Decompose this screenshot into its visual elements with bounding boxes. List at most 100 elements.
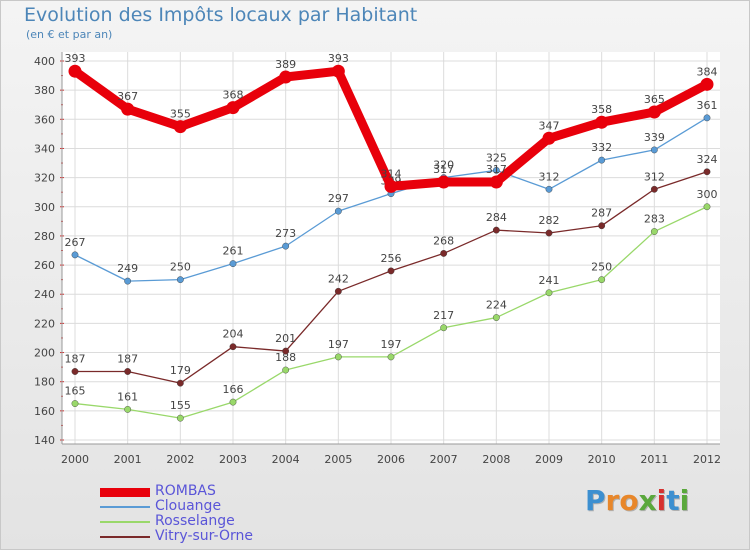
data-label: 358	[591, 103, 612, 116]
data-point	[229, 343, 237, 351]
data-point	[334, 353, 342, 361]
logo-letter: x	[638, 484, 657, 517]
logo-letter: o	[619, 484, 639, 517]
data-point	[545, 229, 553, 237]
y-tick-label: 260	[34, 259, 55, 272]
data-label: 300	[697, 188, 718, 201]
data-label: 161	[117, 390, 138, 403]
data-point	[647, 105, 661, 119]
data-point	[226, 101, 240, 115]
data-label: 355	[170, 108, 191, 121]
data-point	[124, 368, 132, 375]
legend-swatch	[100, 521, 150, 523]
data-point	[384, 179, 398, 193]
legend-label: Rosselange	[155, 513, 235, 529]
y-tick-label: 240	[34, 288, 55, 301]
x-tick-label: 2009	[535, 453, 563, 466]
data-label: 384	[697, 65, 718, 78]
data-point	[545, 185, 553, 193]
logo-letter: i	[656, 484, 667, 517]
data-label: 287	[591, 207, 612, 220]
y-tick-label: 300	[34, 201, 55, 214]
data-label: 250	[170, 261, 191, 274]
data-point	[124, 277, 132, 285]
data-point	[229, 260, 237, 268]
data-label: 224	[486, 299, 507, 312]
data-label: 204	[223, 328, 244, 341]
proxiti-logo: Proxiti	[585, 484, 689, 517]
y-tick-label: 380	[34, 84, 55, 97]
data-label: 347	[539, 119, 560, 132]
data-point	[279, 70, 293, 84]
y-tick-label: 140	[34, 434, 55, 447]
data-label: 284	[486, 211, 507, 224]
data-point	[595, 115, 609, 129]
chart-subtitle: (en € et par an)	[26, 28, 113, 41]
data-label: 187	[65, 352, 86, 365]
data-point	[176, 414, 184, 422]
x-tick-label: 2008	[482, 453, 510, 466]
data-label: 165	[65, 385, 86, 398]
data-point	[387, 267, 395, 275]
x-tick-label: 2000	[61, 453, 89, 466]
data-point	[440, 324, 448, 332]
data-point	[598, 156, 606, 164]
data-point	[650, 228, 658, 235]
x-tick-label: 2001	[114, 453, 142, 466]
data-label: 241	[539, 274, 560, 287]
y-tick-label: 200	[34, 347, 55, 360]
y-tick-label: 320	[34, 172, 55, 185]
data-point	[331, 64, 345, 78]
data-point	[282, 366, 290, 374]
data-point	[334, 287, 342, 295]
data-label: 282	[539, 214, 560, 227]
x-tick-label: 2004	[272, 453, 300, 466]
legend-label: ROMBAS	[155, 483, 216, 499]
y-tick-label: 220	[34, 317, 55, 330]
data-label: 393	[65, 52, 86, 65]
data-point	[492, 166, 500, 174]
x-tick-label: 2006	[377, 453, 405, 466]
data-point	[598, 222, 606, 230]
data-label: 317	[433, 163, 454, 176]
y-tick-label: 280	[34, 230, 55, 243]
y-tick-label: 180	[34, 376, 55, 389]
data-label: 187	[117, 352, 138, 365]
data-label: 320	[433, 159, 454, 172]
legend-swatch	[100, 506, 150, 508]
data-point	[124, 405, 132, 413]
data-point	[282, 242, 290, 250]
chart-title: Evolution des Impôts locaux par Habitant	[24, 4, 418, 26]
data-label: 367	[117, 90, 138, 103]
data-label: 365	[644, 93, 665, 106]
data-label: 201	[275, 332, 296, 345]
data-point	[440, 250, 448, 257]
data-label: 273	[275, 227, 296, 240]
data-point	[703, 168, 711, 176]
data-label: 393	[328, 52, 349, 65]
data-point	[703, 203, 711, 211]
data-label: 317	[486, 163, 507, 176]
logo-letter: t	[666, 484, 680, 517]
legend-swatch	[100, 536, 150, 538]
data-point	[71, 368, 79, 375]
data-label: 268	[433, 234, 454, 247]
data-point	[71, 400, 79, 407]
x-tick-label: 2002	[166, 453, 194, 466]
data-label: 197	[328, 338, 349, 351]
data-point	[703, 114, 711, 122]
x-tick-label: 2011	[640, 453, 668, 466]
data-label: 256	[381, 252, 402, 265]
data-point	[598, 276, 606, 284]
data-point	[229, 398, 237, 406]
data-label: 283	[644, 213, 665, 226]
data-point	[68, 64, 82, 78]
data-label: 188	[275, 351, 296, 364]
data-label: 155	[170, 399, 191, 412]
legend-swatch	[100, 487, 150, 497]
data-point	[489, 175, 503, 189]
data-label: 312	[644, 170, 665, 183]
data-point	[71, 251, 79, 259]
data-point	[176, 276, 184, 284]
data-label: 267	[65, 236, 86, 249]
